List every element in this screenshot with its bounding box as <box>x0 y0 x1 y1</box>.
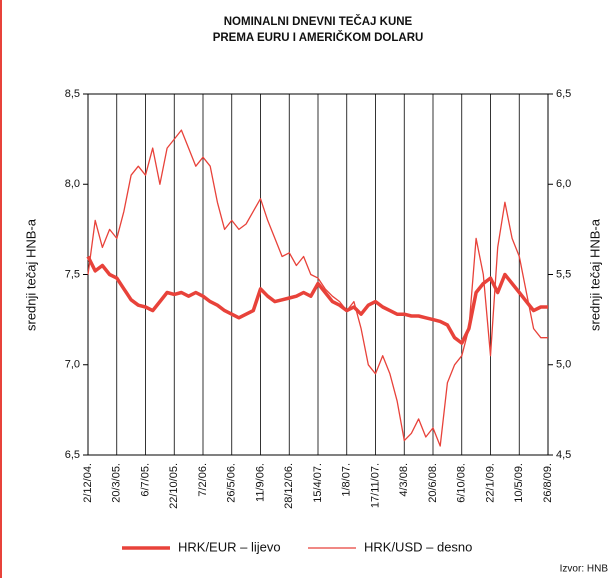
x-tick-label: 2/12/04. <box>82 463 94 503</box>
x-tick-label: 26/8/09. <box>542 463 554 503</box>
chart-title: PREMA EURU I AMERIČKOM DOLARU <box>213 31 424 44</box>
y2-tick-label: 4,5 <box>556 449 571 461</box>
y2-tick-label: 5,5 <box>556 268 571 280</box>
x-tick-label: 11/9/06. <box>254 463 266 502</box>
x-tick-label: 1/8/07. <box>341 463 353 497</box>
x-tick-label: 6/7/05. <box>139 463 151 497</box>
x-tick-label: 20/3/05. <box>111 463 123 503</box>
x-tick-label: 28/12/06. <box>283 463 295 509</box>
y-axis-label: srednji tečaj HNB-a <box>23 218 38 331</box>
y2-tick-label: 6,0 <box>556 178 571 190</box>
y2-tick-label: 6,5 <box>556 88 571 100</box>
x-tick-label: 15/4/07. <box>312 463 324 503</box>
x-tick-label: 26/5/06. <box>226 463 238 503</box>
series-line <box>86 255 548 345</box>
y2-axis-label: srednji tečaj HNB-a <box>587 218 602 331</box>
x-tick-label: 4/3/08. <box>398 463 410 497</box>
legend-label: HRK/USD – desno <box>364 539 472 554</box>
x-tick-label: 20/6/08. <box>427 463 439 503</box>
y2-tick-label: 5,0 <box>556 359 571 371</box>
series-line <box>87 129 548 447</box>
source: Izvor: HNB <box>560 564 608 575</box>
y-tick-label: 8,0 <box>65 178 80 190</box>
x-tick-label: 10/5/09. <box>513 463 525 503</box>
chart-title: NOMINALNI DNEVNI TEČAJ KUNE <box>224 15 413 28</box>
y-tick-label: 7,0 <box>65 359 80 371</box>
y-tick-label: 6,5 <box>65 449 80 461</box>
x-tick-label: 22/10/05. <box>168 463 180 509</box>
x-tick-label: 7/2/06. <box>197 463 209 497</box>
legend-label: HRK/EUR – lijevo <box>178 539 281 554</box>
y-tick-label: 8,5 <box>65 88 80 100</box>
y-tick-label: 7,5 <box>65 268 80 280</box>
x-tick-label: 17/11/07. <box>369 463 381 508</box>
x-tick-label: 22/1/09. <box>484 463 496 503</box>
x-tick-label: 6/10/08. <box>456 463 468 503</box>
